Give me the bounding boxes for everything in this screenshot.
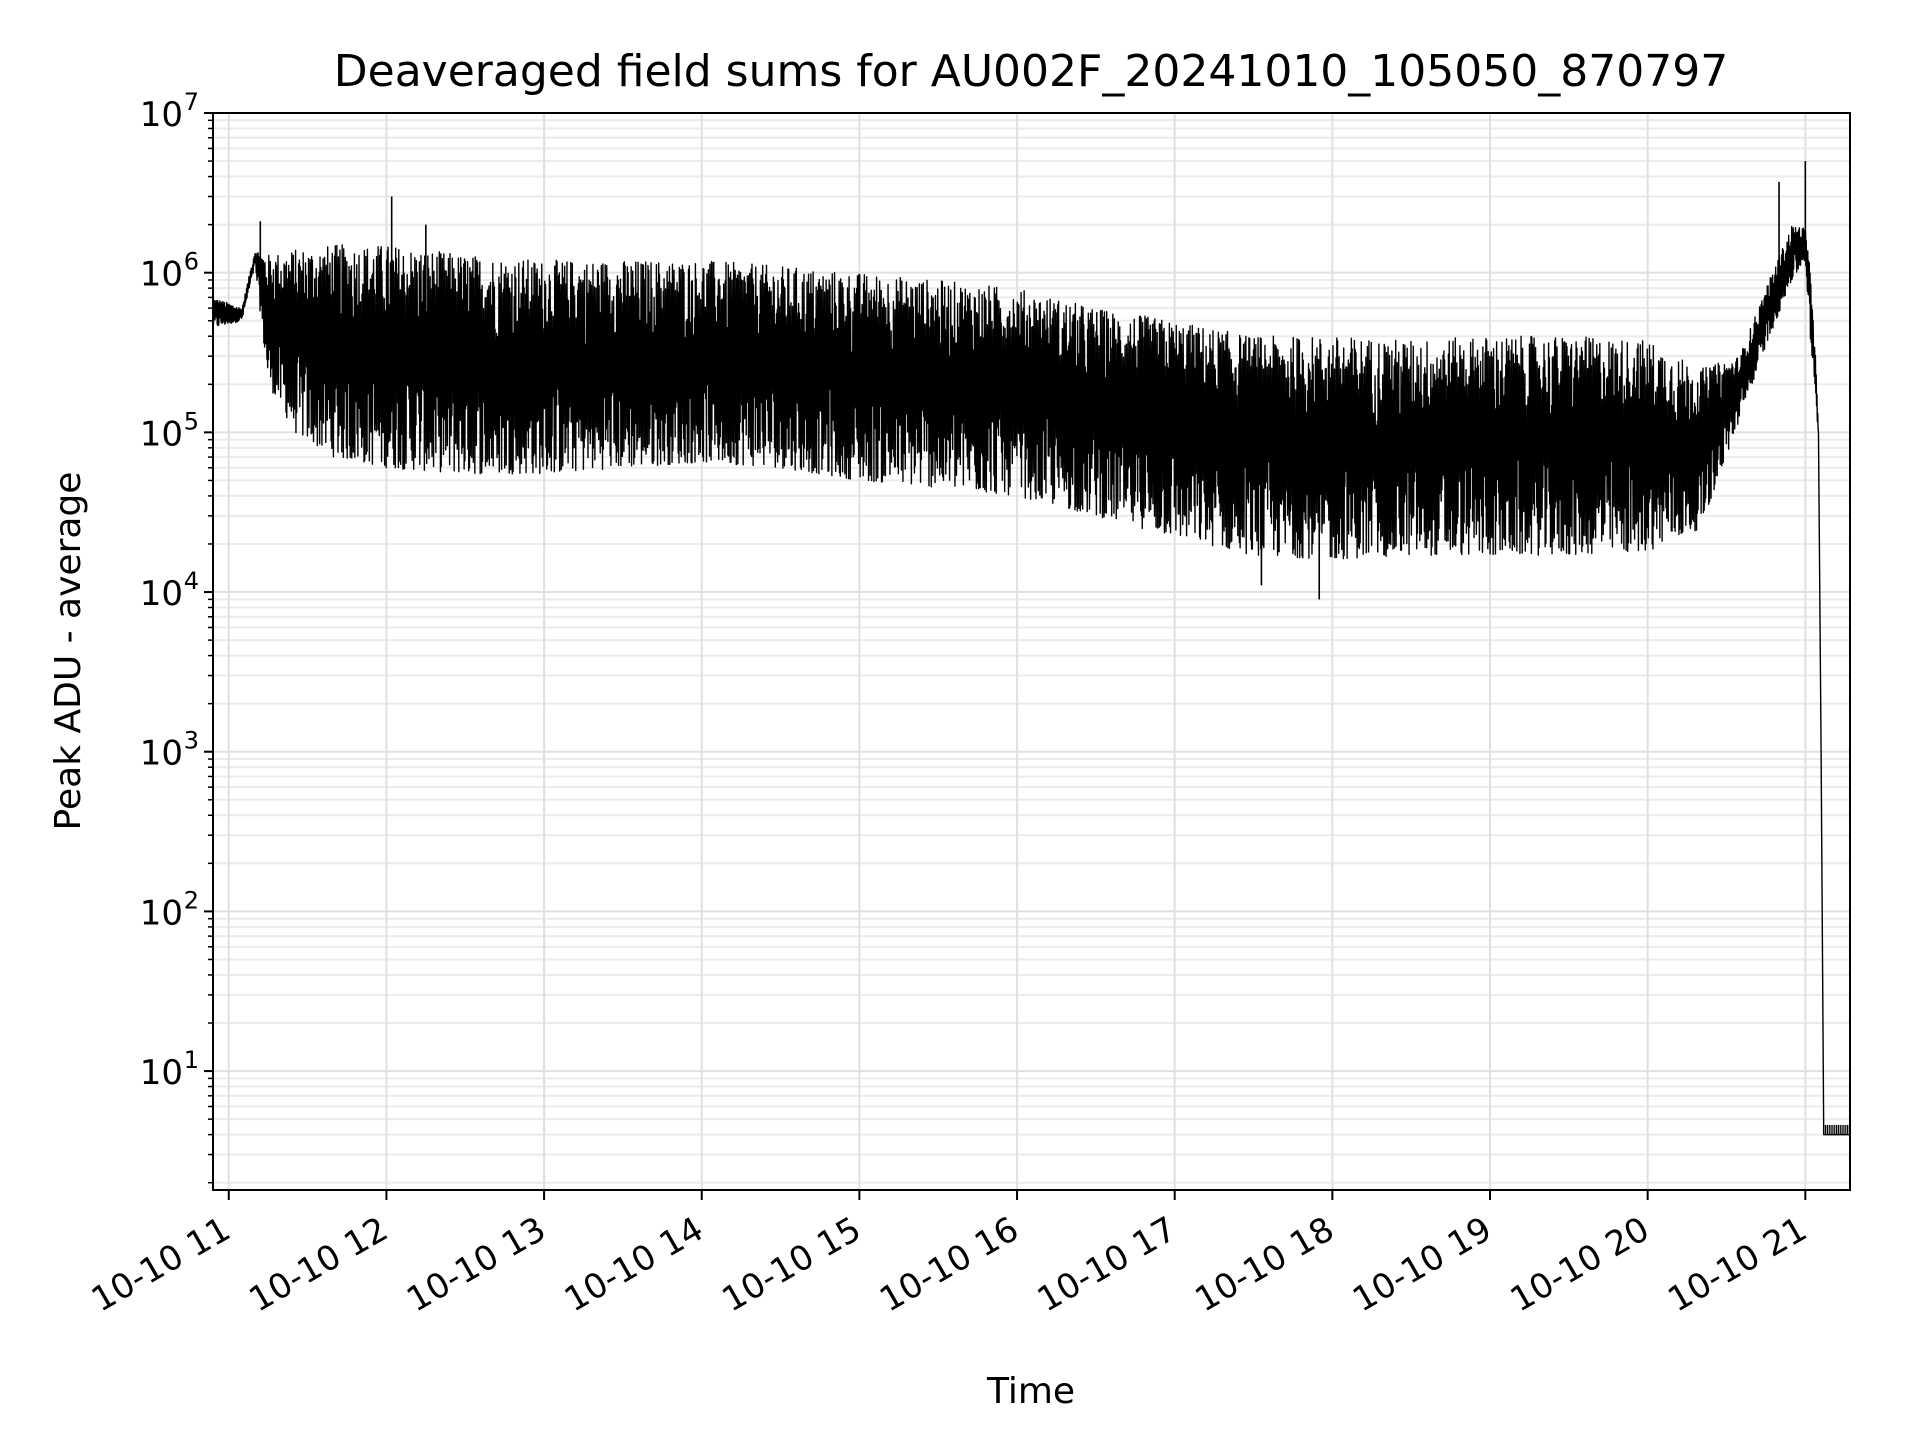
series-line [212,225,1851,1136]
x-tick-label: 10-10 19 [1346,1209,1498,1320]
y-axis-title: Peak ADU - average [48,472,89,831]
y-tick-label: 10 [140,414,183,454]
y-tick-base: 10 [140,574,183,614]
y-tick-label: 10 [140,893,183,933]
series-path [212,225,1850,1136]
y-tick-exponent: 1 [184,1046,199,1074]
x-tick-label: 10-10 11 [85,1209,237,1320]
y-tick-base: 10 [140,255,183,295]
y-tick-label: 10 [140,734,183,774]
y-tick-exponent: 7 [184,88,199,116]
x-tick-label: 10-10 21 [1661,1209,1813,1320]
x-tick-label: 10-10 12 [243,1209,395,1320]
y-tick-label: 10 [140,95,183,135]
y-tick-exponent: 3 [184,727,199,755]
x-tick-label: 10-10 13 [400,1209,552,1320]
x-tick-label: 10-10 18 [1188,1209,1340,1320]
x-tick-label: 10-10 20 [1504,1209,1656,1320]
plot-frame [212,112,1851,1191]
y-tick-exponent: 5 [184,407,199,435]
x-tick-label: 10-10 15 [715,1209,867,1320]
y-tick-base: 10 [140,1053,183,1093]
y-tick-exponent: 2 [184,886,199,914]
x-axis-title: Time [986,1371,1075,1412]
y-tick-base: 10 [140,95,183,135]
y-tick-label: 10 [140,255,183,295]
chart-title: Deaveraged field sums for AU002F_2024101… [334,46,1728,97]
y-tick-exponent: 6 [184,248,199,276]
y-tick-label: 10 [140,1053,183,1093]
x-tick-label: 10-10 17 [1031,1209,1183,1320]
y-tick-exponent: 4 [184,567,199,595]
x-axis: 10-10 11 10-10 12 10-10 13 10-10 14 10-10 15… [85,1190,1814,1320]
y-tick-label: 10 [140,574,183,614]
y-tick-base: 10 [140,414,183,454]
y-tick-base: 10 [140,734,183,774]
spike-marks [259,161,1807,600]
y-tick-base: 10 [140,893,183,933]
x-tick-label: 10-10 16 [873,1209,1025,1320]
x-tick-label: 10-10 14 [558,1209,710,1320]
